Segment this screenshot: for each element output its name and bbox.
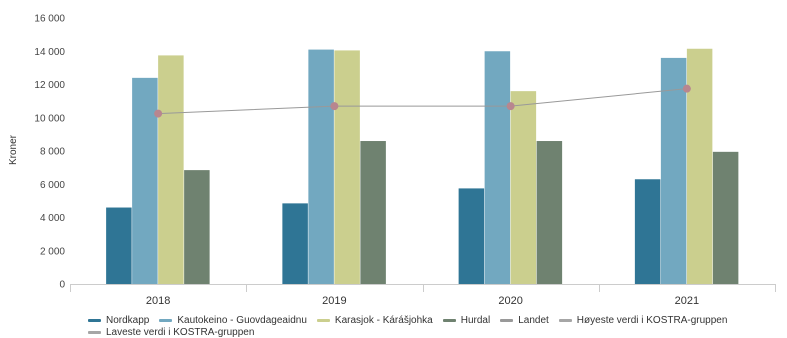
bar[interactable] (158, 55, 184, 284)
bar[interactable] (660, 57, 687, 285)
x-tick-label: 2019 (322, 295, 346, 307)
y-tick-label: 6 000 (40, 180, 65, 191)
y-axis-title: Kroner (8, 134, 19, 165)
series-line (158, 88, 687, 115)
x-tick-label: 2018 (146, 295, 170, 307)
legend-item[interactable]: Kautokeino - Guovdageaidnu (159, 315, 307, 326)
y-tick-label: 2 000 (40, 246, 65, 257)
legend-label: Landet (518, 315, 549, 326)
y-tick-label: 0 (59, 280, 65, 291)
y-tick-label: 12 000 (34, 80, 65, 91)
bar[interactable] (634, 179, 661, 284)
legend-swatch (159, 319, 173, 322)
line-point[interactable] (682, 84, 691, 93)
line-point[interactable] (154, 109, 163, 118)
bar[interactable] (184, 170, 210, 284)
bar[interactable] (536, 141, 563, 284)
legend-label: Laveste verdi i KOSTRA-gruppen (106, 327, 255, 338)
legend-label: Hurdal (460, 315, 491, 326)
bar[interactable] (308, 49, 334, 285)
bar[interactable] (484, 51, 511, 284)
x-tick-label: 2021 (675, 295, 699, 307)
legend-item[interactable]: Karasjok - Kárášjohka (316, 315, 433, 326)
legend-swatch (500, 319, 514, 322)
line-point[interactable] (330, 102, 339, 111)
y-tick-label: 8 000 (40, 147, 65, 158)
x-tick-label: 2020 (498, 295, 522, 307)
bar[interactable] (712, 151, 739, 284)
legend-label: Karasjok - Kárášjohka (334, 315, 433, 326)
legend-swatch (316, 319, 330, 322)
legend-item[interactable]: Nordkapp (88, 315, 149, 326)
legend-item[interactable]: Landet (500, 315, 549, 326)
y-tick-label: 14 000 (34, 47, 65, 58)
y-tick-label: 16 000 (34, 14, 65, 25)
legend-swatch (88, 331, 101, 334)
legend-swatch (88, 319, 101, 322)
bar[interactable] (686, 48, 713, 284)
legend-label: Høyeste verdi i KOSTRA-gruppen (576, 315, 728, 326)
bar[interactable] (106, 207, 132, 284)
chart: 0 2 000 4 000 6 000 8 000 10 000 12 000 14 000 1… (8, 14, 776, 307)
y-tick-label: 4 000 (40, 213, 65, 224)
y-tick-label: 10 000 (34, 113, 65, 124)
bar[interactable] (458, 188, 485, 284)
legend-label: Nordkapp (106, 315, 150, 326)
axes: 0 2 000 4 000 6 000 8 000 10 000 12 000 14 000 1… (34, 14, 776, 307)
legend-label: Kautokeino - Guovdageaidnu (177, 315, 307, 326)
bars (106, 48, 739, 285)
line-point[interactable] (506, 102, 515, 111)
bar[interactable] (334, 50, 360, 285)
legend: Nordkapp Kautokeino - Guovdageaidnu Karasj… (88, 314, 778, 338)
line-series (154, 84, 691, 118)
bar[interactable] (360, 141, 386, 284)
bar[interactable] (132, 77, 158, 284)
bar[interactable] (510, 91, 537, 285)
legend-item[interactable]: Høyeste verdi i KOSTRA-gruppen (558, 315, 728, 326)
legend-swatch (442, 319, 456, 322)
legend-swatch (558, 319, 572, 322)
bar[interactable] (282, 203, 308, 284)
legend-item[interactable]: Laveste verdi i KOSTRA-gruppen (88, 327, 254, 338)
legend-item[interactable]: Hurdal (442, 315, 491, 326)
